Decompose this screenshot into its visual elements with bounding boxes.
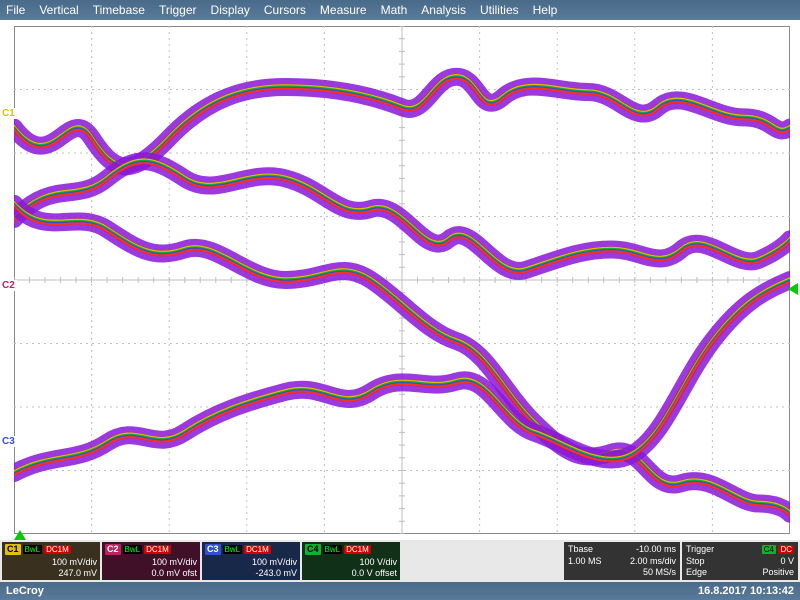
trigger-level-marker[interactable] [788,283,798,295]
bandwidth-pill: BwL [223,545,243,555]
trigger-mode: Edge [686,567,707,579]
trigger-level: 0 V [780,556,794,568]
channel-box-c3[interactable]: C3BwLDC1M 100 mV/div-243.0 mV [202,542,300,580]
status-row: C1BwLDC1M100 mV/div247.0 mVC2BwLDC1M100 … [0,540,800,582]
channel-vdiv: 100 V/div [305,557,397,568]
timestamp-label: 16.8.2017 10:13:42 [698,585,794,597]
channel-tag: C2 [105,544,121,555]
coupling-pill: DC1M [344,545,371,555]
waveform-display: C1 C2 C3 [0,20,800,540]
channel-label-c2: C2 [0,280,17,291]
bandwidth-pill: BwL [123,545,143,555]
menu-item-display[interactable]: Display [211,3,250,17]
menu-item-vertical[interactable]: Vertical [39,3,78,17]
timebase-box[interactable]: Tbase -10.00 ms 1.00 MS 2.00 ms/div 50 MS/… [564,542,680,580]
menu-item-math[interactable]: Math [381,3,408,17]
menu-item-help[interactable]: Help [533,3,558,17]
channel-box-c4[interactable]: C4BwLDC1M 100 V/div0.0 V offset [302,542,400,580]
coupling-pill: DC1M [144,545,171,555]
coupling-pill: DC1M [244,545,271,555]
trigger-box[interactable]: Trigger C4 DC Stop 0 V Edge Positive [682,542,798,580]
coupling-pill: DC1M [44,545,71,555]
menu-item-utilities[interactable]: Utilities [480,3,519,17]
menubar: File Vertical Timebase Trigger Display Cursor… [0,0,800,20]
channel-tag: C1 [5,544,21,555]
brand-label: LeCroy [6,585,44,597]
bottom-bar: LeCroy 16.8.2017 10:13:42 [0,582,800,600]
timebase-div: 2.00 ms/div [630,556,676,568]
channel-offset: -243.0 mV [205,568,297,579]
bandwidth-pill: BwL [323,545,343,555]
trigger-slope: Positive [762,567,794,579]
channel-box-c2[interactable]: C2BwLDC1M 100 mV/div0.0 mV ofst [102,542,200,580]
channel-box-c1[interactable]: C1BwLDC1M 100 mV/div247.0 mV [2,542,100,580]
scope-grid [14,26,790,534]
timebase-offset: -10.00 ms [636,544,676,556]
trigger-coupling-tag: DC [778,545,794,554]
menu-item-timebase[interactable]: Timebase [93,3,145,17]
menu-item-analysis[interactable]: Analysis [421,3,466,17]
timebase-samples: 1.00 MS [568,556,602,568]
menu-item-measure[interactable]: Measure [320,3,367,17]
channel-tag: C3 [205,544,221,555]
channel-offset: 247.0 mV [5,568,97,579]
channel-tag: C4 [305,544,321,555]
trigger-source-tag: C4 [762,545,776,554]
menu-item-trigger[interactable]: Trigger [159,3,197,17]
timebase-title: Tbase [568,544,593,556]
channel-offset: 0.0 mV ofst [105,568,197,579]
trigger-title: Trigger [686,544,714,556]
channel-offset: 0.0 V offset [305,568,397,579]
trigger-state: Stop [686,556,705,568]
menu-item-cursors[interactable]: Cursors [264,3,306,17]
channel-vdiv: 100 mV/div [105,557,197,568]
channel-label-c3: C3 [0,436,17,447]
timebase-rate: 50 MS/s [643,567,676,579]
menu-item-file[interactable]: File [6,3,25,17]
channel-label-c1: C1 [0,108,17,119]
channel-vdiv: 100 mV/div [5,557,97,568]
channel-vdiv: 100 mV/div [205,557,297,568]
bandwidth-pill: BwL [23,545,43,555]
ground-marker [14,530,26,540]
